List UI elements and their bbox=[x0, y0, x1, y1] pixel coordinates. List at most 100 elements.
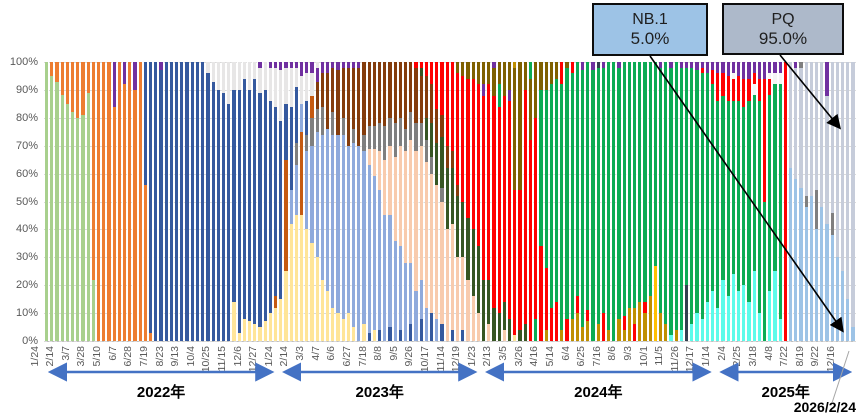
bar-segment bbox=[315, 62, 319, 68]
bar-segment bbox=[315, 109, 319, 132]
x-axis-label: 9/3 bbox=[621, 346, 634, 361]
bar-segment bbox=[325, 73, 330, 129]
bar-segment bbox=[60, 62, 64, 96]
bar-segment bbox=[768, 78, 772, 96]
bar-segment bbox=[242, 318, 246, 341]
bar-segment bbox=[268, 313, 272, 341]
bars-layer bbox=[44, 62, 856, 341]
bar bbox=[648, 62, 652, 341]
bar-segment bbox=[726, 101, 730, 297]
bar-segment bbox=[378, 329, 382, 341]
nb-value: 5.0% bbox=[630, 29, 670, 48]
bar bbox=[273, 62, 278, 341]
bar-segment bbox=[757, 101, 762, 314]
gridline bbox=[44, 257, 856, 259]
bar-segment bbox=[351, 67, 356, 129]
bar-segment bbox=[773, 73, 777, 85]
bar-segment bbox=[476, 62, 481, 85]
bar-segment bbox=[669, 67, 673, 336]
bar-segment bbox=[341, 67, 345, 118]
bar-segment bbox=[65, 62, 70, 104]
bar bbox=[539, 62, 543, 341]
bar-segment bbox=[513, 190, 517, 336]
bar-segment bbox=[419, 76, 423, 124]
bar-segment bbox=[456, 195, 460, 258]
bar-segment bbox=[492, 95, 496, 308]
bar-segment bbox=[310, 73, 314, 96]
bar-segment bbox=[279, 70, 283, 121]
bar bbox=[721, 62, 725, 341]
bar-segment bbox=[851, 62, 855, 328]
bar-segment bbox=[783, 62, 788, 341]
bar-segment bbox=[466, 62, 470, 79]
bar-segment bbox=[528, 140, 533, 341]
bar-segment bbox=[393, 123, 397, 157]
bar bbox=[331, 62, 335, 341]
bar-segment bbox=[617, 62, 621, 68]
bar bbox=[518, 62, 522, 341]
bar-segment bbox=[258, 62, 262, 68]
bar-segment bbox=[107, 62, 111, 341]
bar-segment bbox=[716, 73, 720, 102]
bar-segment bbox=[835, 62, 840, 258]
gridline bbox=[44, 145, 856, 147]
bar bbox=[221, 62, 226, 341]
bar-segment bbox=[508, 89, 512, 102]
bar bbox=[601, 62, 605, 341]
bar-segment bbox=[482, 279, 486, 341]
bar-segment bbox=[528, 78, 533, 141]
bar-segment bbox=[632, 307, 637, 325]
bar bbox=[617, 62, 621, 341]
bar-segment bbox=[216, 89, 220, 341]
bar-segment bbox=[143, 184, 148, 341]
bar bbox=[632, 62, 637, 341]
bar-segment bbox=[591, 70, 595, 341]
bar bbox=[508, 62, 512, 341]
bar-segment bbox=[159, 62, 163, 71]
bar bbox=[149, 62, 153, 341]
bar bbox=[523, 62, 527, 341]
bar-segment bbox=[450, 62, 455, 152]
bar-segment bbox=[268, 67, 272, 102]
bar-segment bbox=[664, 62, 668, 325]
bar bbox=[404, 62, 408, 341]
bar-segment bbox=[575, 62, 579, 297]
bar-segment bbox=[487, 324, 491, 341]
bar-segment bbox=[206, 62, 210, 74]
bar-segment bbox=[325, 128, 330, 291]
bar-segment bbox=[461, 201, 465, 258]
x-axis-label: 10/25 bbox=[200, 346, 213, 373]
bar bbox=[565, 62, 569, 341]
bar bbox=[768, 62, 772, 341]
bar-segment bbox=[102, 62, 106, 341]
bar bbox=[825, 62, 829, 341]
bar bbox=[794, 62, 798, 341]
bar-segment bbox=[497, 62, 501, 85]
bar bbox=[247, 62, 252, 341]
bar-segment bbox=[294, 67, 298, 88]
x-axis-label: 11/26 bbox=[668, 346, 681, 372]
bar-segment bbox=[763, 62, 767, 79]
bar-segment bbox=[596, 67, 600, 325]
final-date-label: 2026/2/24 bbox=[793, 399, 856, 415]
bar-segment bbox=[273, 106, 278, 297]
bar-segment bbox=[549, 307, 553, 341]
bar-segment bbox=[294, 142, 298, 166]
bar bbox=[476, 62, 481, 341]
bar-segment bbox=[232, 301, 236, 341]
bar-segment bbox=[825, 223, 829, 341]
bar-segment bbox=[305, 73, 309, 102]
bar bbox=[336, 62, 340, 341]
bar bbox=[383, 62, 387, 341]
gridline bbox=[44, 229, 856, 231]
bar-segment bbox=[86, 62, 90, 93]
x-axis-label: 3/18 bbox=[746, 346, 759, 367]
bar bbox=[102, 62, 106, 341]
bar-segment bbox=[372, 176, 376, 330]
bar-segment bbox=[190, 62, 194, 341]
bar-segment bbox=[716, 101, 720, 308]
bar-segment bbox=[419, 123, 423, 146]
pq-value: 95.0% bbox=[758, 28, 808, 48]
bar-segment bbox=[820, 62, 824, 208]
bar-segment bbox=[705, 62, 709, 74]
